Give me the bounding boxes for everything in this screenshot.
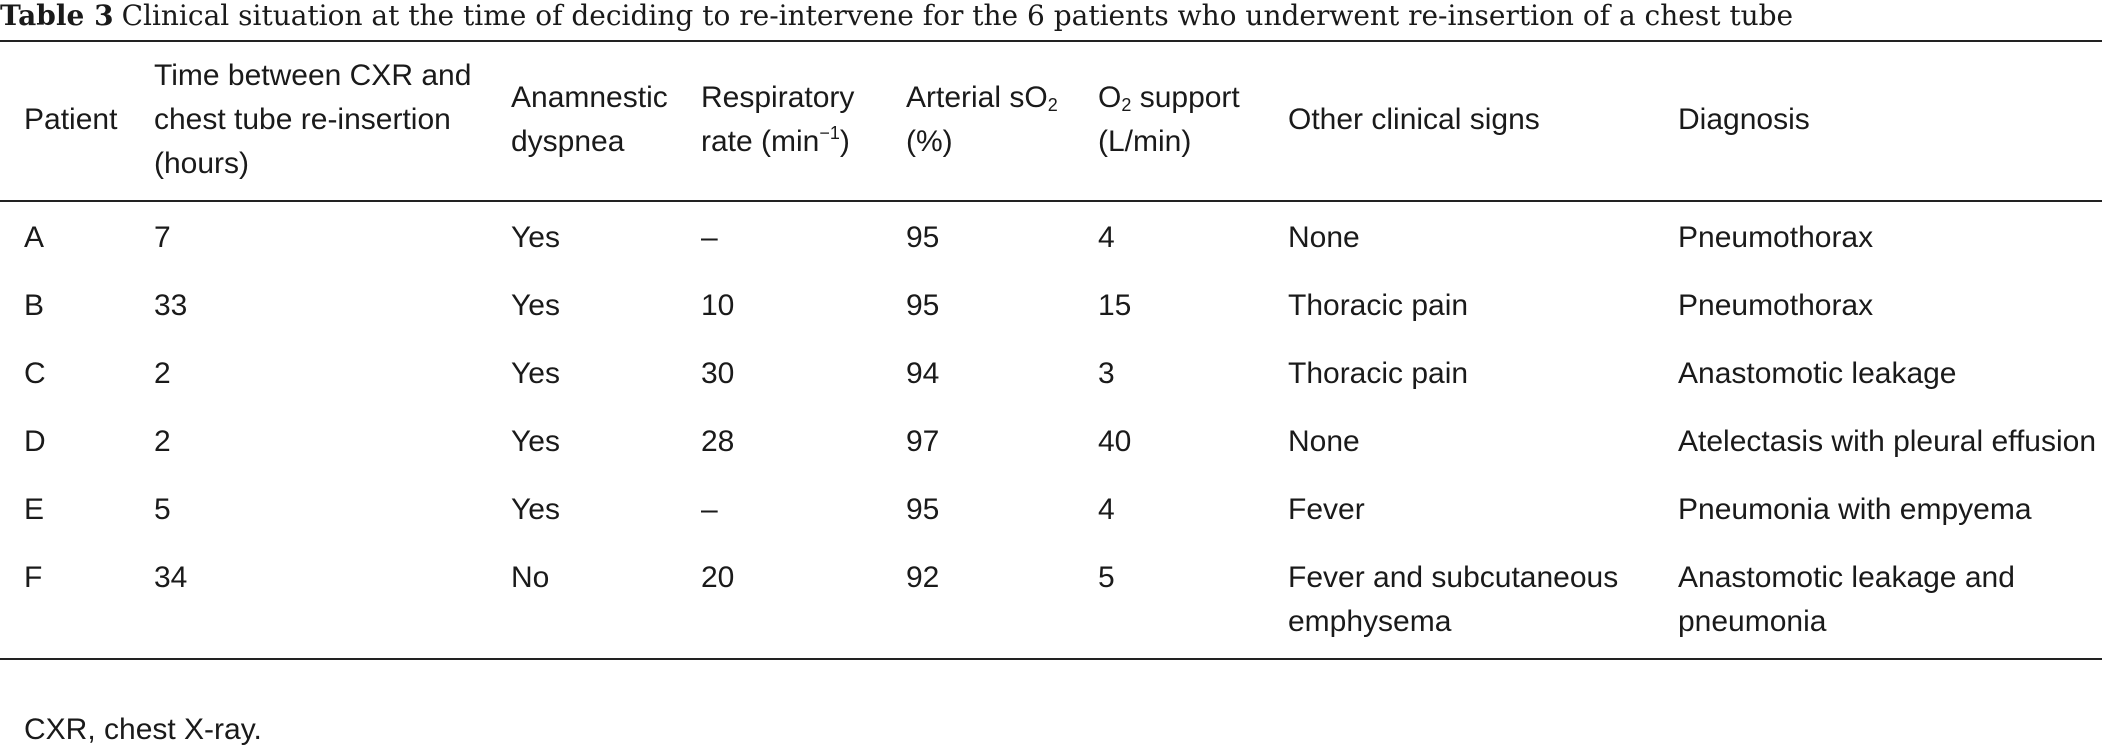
cell-o2-support: 5: [1098, 561, 1115, 594]
header-row: Patient Time between CXR and chest tube …: [0, 41, 2102, 201]
header-respiratory-rate: Respiratory rate (min−1): [701, 81, 855, 158]
header-diagnosis: Diagnosis: [1678, 103, 1810, 136]
cell-respiratory-rate: –: [701, 493, 718, 526]
header-arterial-saturation: Arterial sO2 (%): [906, 81, 1058, 158]
cell-diagnosis: Anastomotic leakage: [1678, 357, 1957, 390]
cell-arterial-saturation: 94: [906, 357, 940, 390]
cell-dyspnea: Yes: [511, 493, 560, 526]
cell-diagnosis: Pneumothorax: [1678, 221, 1874, 254]
cell-respiratory-rate: 28: [701, 425, 735, 458]
cell-arterial-saturation: 95: [906, 221, 940, 254]
cell-dyspnea: Yes: [511, 221, 560, 254]
table-footnote: CXR, chest X-ray.: [24, 713, 262, 746]
cell-arterial-saturation: 92: [906, 561, 940, 594]
cell-arterial-saturation: 95: [906, 289, 940, 322]
cell-other-signs: Thoracic pain: [1288, 357, 1469, 390]
table-row: C 2 Yes 30 94 3 Thoracic pain Anastomoti…: [0, 352, 2102, 420]
table-row: A 7 Yes – 95 4 None Pneumothorax: [0, 201, 2102, 284]
cell-respiratory-rate: –: [701, 221, 718, 254]
cell-patient: C: [24, 357, 46, 390]
cell-dyspnea: No: [511, 561, 550, 594]
cell-other-signs: None: [1288, 221, 1360, 254]
header-time: Time between CXR and chest tube re-inser…: [154, 59, 472, 180]
clinical-situation-table: Patient Time between CXR and chest tube …: [0, 40, 2102, 660]
table-label: Table 3: [0, 0, 114, 32]
cell-other-signs: Thoracic pain: [1288, 289, 1469, 322]
cell-diagnosis: Pneumothorax: [1678, 289, 1874, 322]
cell-patient: B: [24, 289, 45, 322]
cell-other-signs: Fever: [1288, 493, 1365, 526]
cell-o2-support: 4: [1098, 493, 1115, 526]
cell-diagnosis: Pneumonia with empyema: [1678, 493, 2032, 526]
cell-time: 33: [154, 289, 188, 322]
cell-diagnosis: Atelectasis with pleural effusion: [1678, 425, 2097, 458]
table-title: Clinical situation at the time of decidi…: [121, 0, 1794, 32]
cell-respiratory-rate: 10: [701, 289, 735, 322]
cell-dyspnea: Yes: [511, 357, 560, 390]
cell-patient: A: [24, 221, 45, 254]
cell-patient: D: [24, 425, 46, 458]
cell-time: 5: [154, 493, 171, 526]
cell-o2-support: 15: [1098, 289, 1132, 322]
header-o2-support: O2 support (L/min): [1098, 81, 1240, 158]
header-patient: Patient: [24, 103, 118, 136]
cell-time: 2: [154, 425, 171, 458]
cell-respiratory-rate: 20: [701, 561, 735, 594]
cell-respiratory-rate: 30: [701, 357, 735, 390]
table-row: B 33 Yes 10 95 15 Thoracic pain Pneumoth…: [0, 284, 2102, 352]
table-row: F 34 No 20 92 5 Fever and subcutaneous e…: [0, 556, 2102, 659]
table-row: E 5 Yes – 95 4 Fever Pneumonia with empy…: [0, 488, 2102, 556]
cell-diagnosis: Anastomotic leakage and pneumonia: [1678, 561, 2015, 638]
cell-dyspnea: Yes: [511, 289, 560, 322]
table-header: Patient Time between CXR and chest tube …: [0, 41, 2102, 201]
header-dyspnea: Anamnestic dyspnea: [511, 81, 668, 158]
cell-dyspnea: Yes: [511, 425, 560, 458]
cell-o2-support: 40: [1098, 425, 1132, 458]
header-other-signs: Other clinical signs: [1288, 103, 1540, 136]
cell-time: 2: [154, 357, 171, 390]
cell-other-signs: Fever and subcutaneous emphysema: [1288, 561, 1619, 638]
cell-o2-support: 3: [1098, 357, 1115, 390]
cell-arterial-saturation: 97: [906, 425, 940, 458]
cell-time: 34: [154, 561, 188, 594]
table-body: A 7 Yes – 95 4 None Pneumothorax B 33 Ye…: [0, 201, 2102, 659]
cell-o2-support: 4: [1098, 221, 1115, 254]
cell-arterial-saturation: 95: [906, 493, 940, 526]
table-caption: Table 3 Clinical situation at the time of…: [0, 0, 1793, 38]
table-row: D 2 Yes 28 97 40 None Atelectasis with p…: [0, 420, 2102, 488]
cell-patient: E: [24, 493, 45, 526]
cell-patient: F: [24, 561, 43, 594]
cell-other-signs: None: [1288, 425, 1360, 458]
cell-time: 7: [154, 221, 171, 254]
